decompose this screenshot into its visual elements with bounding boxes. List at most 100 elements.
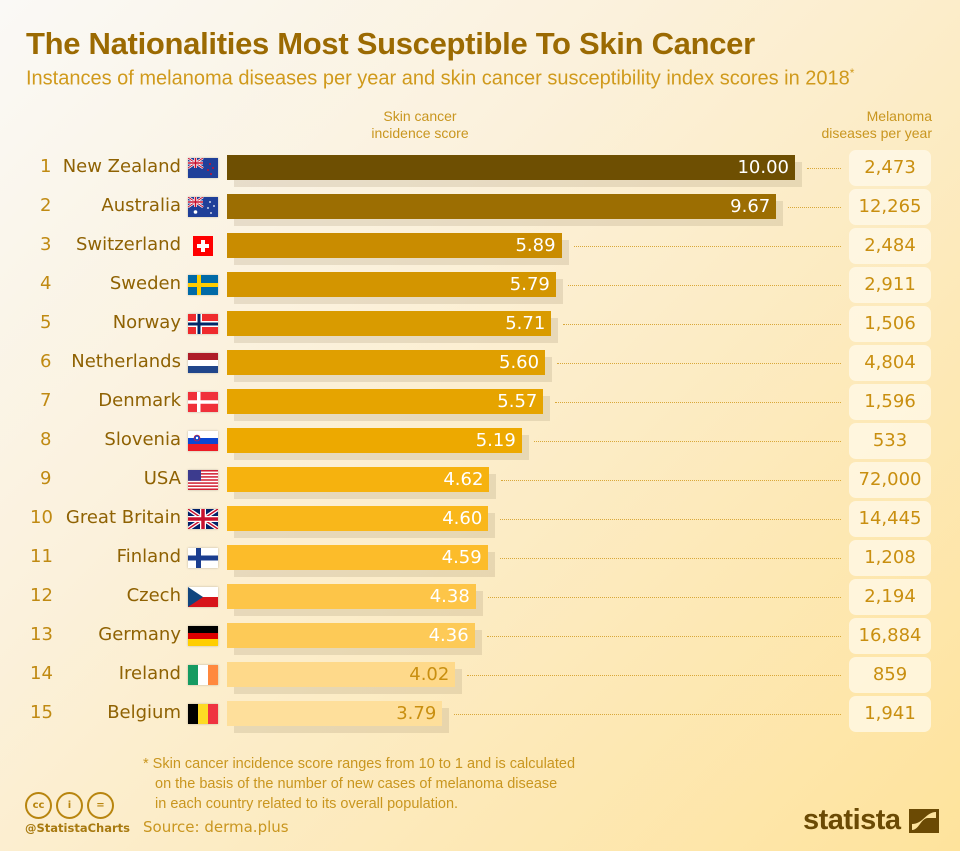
- score-value-label: 4.02: [409, 664, 450, 685]
- melanoma-value-box: 16,884: [849, 618, 931, 654]
- chart-title: The Nationalities Most Susceptible To Sk…: [26, 26, 755, 61]
- country-label: New Zealand: [62, 156, 181, 177]
- footnote-line1: * Skin cancer incidence score ranges fro…: [143, 756, 576, 772]
- melanoma-value-box: 14,445: [849, 501, 931, 537]
- score-value-label: 5.60: [499, 352, 540, 373]
- score-bar: [227, 155, 795, 180]
- rank-number: 9: [40, 468, 52, 489]
- melanoma-header-line1: Melanoma: [866, 108, 932, 124]
- country-label: Norway: [112, 312, 181, 333]
- score-bar: [227, 389, 544, 414]
- leader-line: [533, 441, 841, 442]
- melanoma-value-box: 1,506: [849, 306, 931, 342]
- score-value-label: 5.57: [497, 391, 538, 412]
- score-bar: [227, 194, 777, 219]
- country-label: Ireland: [118, 663, 181, 684]
- rank-number: 15: [30, 702, 53, 723]
- subtitle-footnote-mark: *: [849, 66, 855, 80]
- fi-flag-icon: [188, 548, 218, 568]
- statista-logo-mark-icon: [908, 808, 939, 833]
- leader-line: [487, 597, 841, 598]
- score-bar: [227, 350, 546, 375]
- score-bar: [227, 506, 489, 531]
- cz-flag-icon: [188, 587, 218, 607]
- be-flag-icon: [188, 704, 218, 724]
- country-label: Netherlands: [71, 351, 181, 372]
- country-label: Slovenia: [104, 429, 181, 450]
- license-icons: cc i =: [25, 792, 114, 819]
- score-bar: [227, 584, 476, 609]
- no-derivatives-icon: =: [87, 792, 114, 819]
- leader-line: [555, 402, 841, 403]
- nl-flag-icon: [188, 353, 218, 373]
- country-label: Australia: [101, 195, 181, 216]
- leader-line: [467, 675, 841, 676]
- source-text: Source: derma.plus: [143, 818, 289, 836]
- melanoma-value-box: 72,000: [849, 462, 931, 498]
- subtitle-text: Instances of melanoma diseases per year …: [26, 67, 850, 90]
- score-value-label: 4.38: [429, 586, 470, 607]
- rank-number: 11: [30, 546, 53, 567]
- rank-number: 2: [40, 195, 52, 216]
- rank-number: 12: [30, 585, 53, 606]
- country-label: Czech: [126, 585, 181, 606]
- leader-line: [486, 636, 841, 637]
- melanoma-header-line2: diseases per year: [821, 125, 932, 141]
- country-label: Switzerland: [76, 234, 181, 255]
- se-flag-icon: [188, 275, 218, 295]
- leader-line: [563, 324, 841, 325]
- melanoma-value-box: 2,911: [849, 267, 931, 303]
- rank-number: 14: [30, 663, 53, 684]
- melanoma-value-box: 2,484: [849, 228, 931, 264]
- score-bar: [227, 233, 562, 258]
- rank-number: 4: [40, 273, 52, 294]
- country-label: USA: [143, 468, 181, 489]
- by-attribution-icon: i: [56, 792, 83, 819]
- leader-line: [500, 519, 841, 520]
- melanoma-value-box: 2,473: [849, 150, 931, 186]
- leader-line: [573, 246, 841, 247]
- melanoma-value-box: 1,596: [849, 384, 931, 420]
- no-flag-icon: [188, 314, 218, 334]
- melanoma-value-box: 1,208: [849, 540, 931, 576]
- rank-number: 8: [40, 429, 52, 450]
- melanoma-value-box: 4,804: [849, 345, 931, 381]
- nz-flag-icon: [188, 158, 218, 178]
- melanoma-value-box: 2,194: [849, 579, 931, 615]
- score-header-line2: incidence score: [371, 125, 469, 141]
- score-value-label: 3.79: [396, 703, 437, 724]
- rank-number: 1: [40, 156, 52, 177]
- score-bar: [227, 662, 456, 687]
- rank-number: 5: [40, 312, 52, 333]
- score-value-label: 4.36: [428, 625, 469, 646]
- rank-number: 13: [30, 624, 53, 645]
- country-label: Denmark: [98, 390, 181, 411]
- leader-line: [499, 558, 841, 559]
- score-bar: [227, 701, 443, 726]
- score-bar: [227, 311, 552, 336]
- melanoma-value-box: 533: [849, 423, 931, 459]
- score-bar: [227, 428, 522, 453]
- us-flag-icon: [188, 470, 218, 490]
- statista-handle: @StatistaCharts: [25, 821, 130, 835]
- score-column-header: Skin cancer incidence score: [340, 108, 500, 142]
- leader-line: [501, 480, 841, 481]
- country-label: Finland: [116, 546, 181, 567]
- logo-text: statista: [803, 804, 901, 836]
- score-value-label: 9.67: [730, 196, 771, 217]
- statista-logo: statista: [803, 804, 939, 837]
- score-value-label: 5.79: [509, 274, 550, 295]
- de-flag-icon: [188, 626, 218, 646]
- score-bar: [227, 272, 556, 297]
- score-value-label: 4.59: [441, 547, 482, 568]
- leader-line: [788, 207, 841, 208]
- melanoma-column-header: Melanoma diseases per year: [780, 108, 932, 142]
- score-bar: [227, 545, 488, 570]
- country-label: Great Britain: [65, 507, 181, 528]
- score-value-label: 5.19: [475, 430, 516, 451]
- rank-number: 10: [30, 507, 53, 528]
- score-value-label: 4.60: [442, 508, 483, 529]
- leader-line: [557, 363, 841, 364]
- melanoma-value-box: 12,265: [849, 189, 931, 225]
